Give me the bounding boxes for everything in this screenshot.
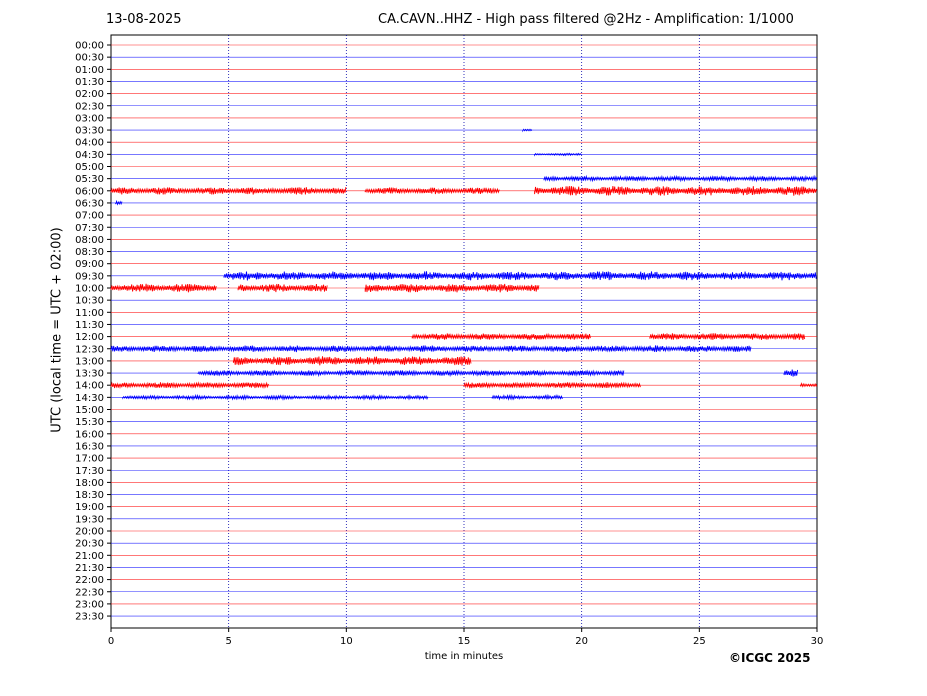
y-tick-label: 17:00 <box>75 454 104 465</box>
y-tick-label: 08:30 <box>75 247 104 258</box>
chart-title: CA.CAVN..HHZ - High pass filtered @2Hz -… <box>378 12 794 27</box>
trace-activity <box>122 393 429 401</box>
y-tick-label: 15:30 <box>75 417 104 428</box>
y-tick-label: 18:30 <box>75 490 104 501</box>
y-tick-label: 04:30 <box>75 150 104 161</box>
y-tick-label: 20:00 <box>75 527 104 538</box>
trace-activity <box>232 356 472 366</box>
y-tick-label: 23:00 <box>75 599 104 610</box>
y-tick-label: 19:00 <box>75 502 104 513</box>
y-tick-label: 15:00 <box>75 405 104 416</box>
trace-activity <box>364 283 540 293</box>
y-tick-label: 09:00 <box>75 259 104 270</box>
x-tick-label: 25 <box>693 636 706 647</box>
y-tick-label: 14:30 <box>75 393 104 404</box>
trace-activity <box>110 283 217 293</box>
trace-activity <box>534 186 817 196</box>
trace-activity <box>491 393 563 401</box>
y-tick-label: 22:30 <box>75 587 104 598</box>
x-tick-label: 20 <box>575 636 588 647</box>
x-tick-label: 0 <box>108 636 114 647</box>
trace-activity <box>800 382 818 388</box>
y-tick-label: 04:00 <box>75 138 104 149</box>
y-tick-label: 07:00 <box>75 211 104 222</box>
y-tick-label: 23:30 <box>75 612 104 623</box>
y-tick-label: 02:30 <box>75 101 104 112</box>
trace-activity <box>649 332 806 341</box>
y-tick-label: 10:00 <box>75 284 104 295</box>
y-tick-label: 07:30 <box>75 223 104 234</box>
x-tick-label: 5 <box>225 636 231 647</box>
x-tick-label: 15 <box>458 636 471 647</box>
y-tick-label: 16:00 <box>75 429 104 440</box>
y-tick-label: 21:30 <box>75 563 104 574</box>
trace-activity <box>110 187 347 195</box>
y-tick-label: 08:00 <box>75 235 104 246</box>
trace-activity <box>522 128 533 133</box>
y-tick-label: 05:30 <box>75 174 104 185</box>
y-tick-label: 01:00 <box>75 65 104 76</box>
trace-activity <box>364 187 500 195</box>
y-tick-label: 09:30 <box>75 271 104 282</box>
y-tick-label: 17:30 <box>75 466 104 477</box>
y-tick-label: 02:00 <box>75 89 104 100</box>
y-tick-label: 11:30 <box>75 320 104 331</box>
y-tick-label: 14:00 <box>75 381 104 392</box>
trace-activity <box>110 345 752 353</box>
y-tick-label: 00:00 <box>75 41 104 52</box>
y-tick-label: 05:00 <box>75 162 104 173</box>
x-tick-label: 10 <box>340 636 353 647</box>
y-tick-label: 03:00 <box>75 113 104 124</box>
y-tick-label: 20:30 <box>75 539 104 550</box>
y-tick-label: 12:30 <box>75 344 104 355</box>
trace-activity <box>237 283 328 293</box>
y-tick-label: 06:00 <box>75 186 104 197</box>
y-tick-label: 13:30 <box>75 369 104 380</box>
trace-activity <box>463 381 641 389</box>
y-tick-label: 18:00 <box>75 478 104 489</box>
y-tick-label: 19:30 <box>75 514 104 525</box>
trace-activity <box>783 369 799 377</box>
trace-activity <box>197 369 625 378</box>
y-tick-label: 01:30 <box>75 77 104 88</box>
y-tick-label: 22:00 <box>75 575 104 586</box>
chart-date: 13-08-2025 <box>106 12 182 27</box>
y-tick-label: 06:30 <box>75 198 104 209</box>
x-tick-label: 30 <box>811 636 824 647</box>
trace-activity <box>110 381 269 389</box>
x-axis-label: time in minutes <box>424 651 504 662</box>
y-tick-label: 11:00 <box>75 308 104 319</box>
y-tick-label: 03:30 <box>75 126 104 137</box>
trace-activity <box>223 271 817 281</box>
y-tick-label: 12:00 <box>75 332 104 343</box>
y-tick-label: 13:00 <box>75 356 104 367</box>
trace-activity <box>411 332 591 341</box>
y-tick-label: 16:30 <box>75 441 104 452</box>
y-tick-label: 10:30 <box>75 296 104 307</box>
trace-activity <box>115 199 123 206</box>
trace-activity <box>534 152 582 157</box>
trace-activity <box>543 174 818 183</box>
copyright-text: ©ICGC 2025 <box>729 651 811 665</box>
y-tick-label: 21:00 <box>75 551 104 562</box>
y-tick-label: 00:30 <box>75 53 104 64</box>
